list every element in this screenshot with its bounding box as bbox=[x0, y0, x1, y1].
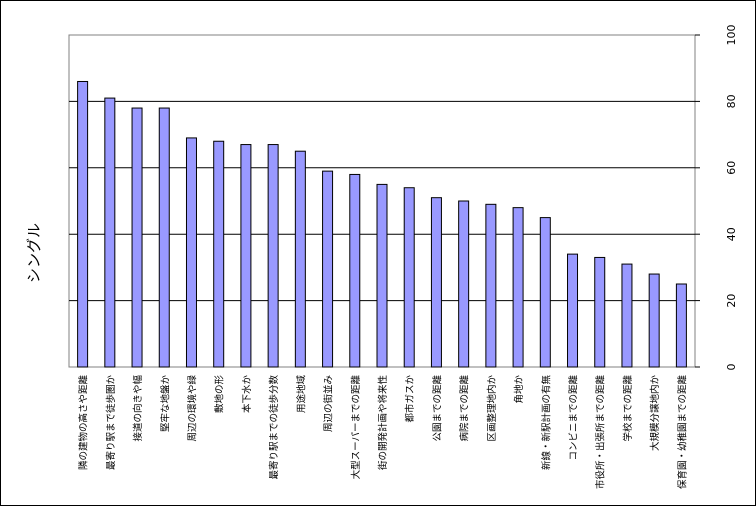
bar bbox=[648, 273, 660, 368]
x-category-label: 敷地の形 bbox=[214, 375, 226, 414]
bar bbox=[594, 256, 606, 368]
bar bbox=[349, 173, 361, 368]
x-category-label: 隣の建物の高さや距離 bbox=[78, 375, 90, 471]
x-category-label: コンビニまでの距離 bbox=[568, 375, 580, 461]
bar bbox=[158, 107, 170, 368]
bar bbox=[675, 283, 687, 368]
x-category-label: 最寄り駅まで徒歩圏か bbox=[105, 375, 117, 471]
x-category-label: 学校までの距離 bbox=[622, 375, 634, 442]
bar bbox=[240, 144, 252, 368]
y-tick-label: 40 bbox=[725, 227, 738, 241]
x-axis-labels: 隣の建物の高さや距離 最寄り駅まで徒歩圏か 接道の向きや幅 堅牢な地盤か 周辺の環境や緑… bbox=[78, 375, 689, 490]
x-category-label: 病院までの距離 bbox=[459, 375, 471, 442]
x-category-label: 本下水か bbox=[241, 375, 253, 414]
bar bbox=[567, 253, 579, 368]
x-category-label: 堅牢な地盤か bbox=[159, 375, 171, 433]
y-tick-label: 0 bbox=[725, 364, 738, 371]
y-tick-label: 100 bbox=[725, 25, 738, 46]
bar bbox=[77, 80, 89, 368]
bar bbox=[213, 140, 225, 368]
x-category-label: 市役所・出張所までの距離 bbox=[595, 375, 607, 490]
bar bbox=[512, 207, 524, 368]
bar bbox=[621, 263, 633, 368]
bar bbox=[539, 217, 551, 368]
x-category-label: 接道の向きや幅 bbox=[132, 375, 144, 442]
x-category-label: 角地か bbox=[513, 375, 525, 404]
bar bbox=[131, 107, 143, 368]
bar bbox=[185, 137, 197, 368]
bar bbox=[104, 97, 116, 368]
x-category-label: 周辺の環境や緑 bbox=[186, 375, 198, 442]
x-category-label: 周辺の街並み bbox=[323, 375, 335, 432]
bar bbox=[267, 144, 279, 368]
x-category-label: 保育園・幼稚園までの距離 bbox=[676, 375, 688, 490]
y-axis-title: シングル bbox=[25, 223, 43, 283]
x-category-label: 新線・新駅計画の有無 bbox=[540, 375, 552, 471]
y-tick-label: 60 bbox=[725, 161, 738, 175]
y-axis-ticks: 0 20 40 60 80 100 bbox=[695, 25, 738, 371]
x-category-label: 最寄り駅までの徒歩分数 bbox=[268, 375, 280, 480]
x-category-label: 街の開発計画や将来性 bbox=[377, 375, 389, 471]
x-category-label: 大規模分譲地内か bbox=[649, 375, 661, 452]
bar bbox=[294, 150, 306, 368]
y-tick-label: 80 bbox=[725, 94, 738, 108]
x-category-label: 公園までの距離 bbox=[431, 375, 443, 442]
bar bbox=[322, 170, 334, 368]
bars bbox=[77, 80, 687, 368]
x-category-label: 用途地域 bbox=[295, 375, 307, 414]
bar bbox=[458, 200, 470, 368]
bar bbox=[403, 187, 415, 368]
bar bbox=[485, 203, 497, 368]
x-category-label: 大型スーパーまでの距離 bbox=[350, 375, 362, 480]
bar bbox=[376, 183, 388, 368]
x-category-label: 区画整理地内か bbox=[486, 375, 498, 442]
y-tick-label: 20 bbox=[725, 294, 738, 308]
bar bbox=[430, 197, 442, 368]
x-category-label: 都市ガスか bbox=[404, 375, 416, 423]
